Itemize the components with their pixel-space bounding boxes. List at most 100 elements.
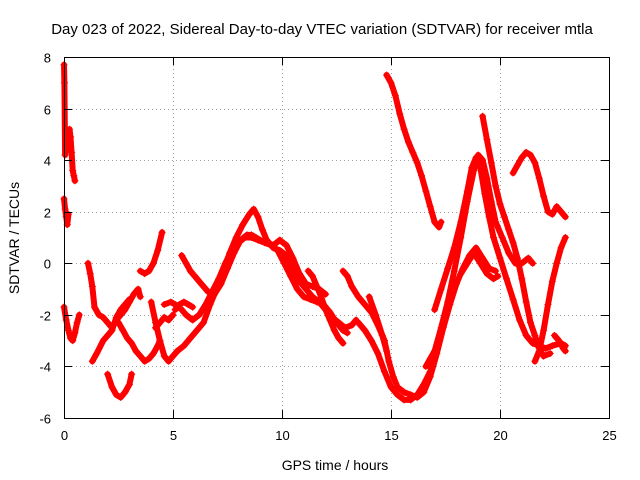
data-point: [186, 334, 194, 342]
series-arc-u: [457, 249, 502, 283]
series-arc-y: [551, 331, 569, 355]
data-point: [372, 311, 380, 319]
series-arc-p: [354, 319, 439, 404]
x-tick-label: 15: [384, 428, 398, 443]
data-point: [548, 342, 556, 350]
data-point: [71, 329, 79, 337]
data-point: [62, 316, 70, 324]
data-point: [287, 272, 295, 280]
data-point: [68, 148, 76, 156]
data-point: [524, 254, 532, 262]
chart-title: Day 023 of 2022, Sidereal Day-to-day VTE…: [51, 21, 593, 38]
series-arc-b: [60, 195, 72, 229]
data-point: [348, 321, 356, 329]
data-point: [252, 234, 260, 241]
data-point: [125, 295, 133, 303]
data-point: [263, 239, 271, 247]
data-point: [476, 259, 484, 267]
series-line: [531, 234, 569, 365]
data-point: [361, 301, 369, 309]
data-point: [191, 272, 199, 280]
data-point: [463, 259, 471, 267]
data-point: [178, 306, 186, 314]
data-point: [492, 267, 500, 275]
data-point: [306, 295, 314, 303]
data-point: [62, 143, 70, 151]
data-point: [224, 264, 231, 272]
data-point: [152, 324, 160, 332]
data-point: [61, 151, 69, 159]
data-point: [276, 236, 284, 244]
data-point: [498, 234, 506, 241]
data-point: [463, 187, 471, 195]
data-point: [210, 290, 218, 298]
data-point: [145, 267, 153, 275]
data-point: [156, 337, 164, 345]
data-point: [518, 154, 526, 162]
y-tick-label: 2: [44, 206, 51, 221]
data-point: [548, 210, 556, 218]
series-line: [137, 229, 166, 277]
data-point: [551, 331, 558, 339]
series-line: [161, 234, 351, 336]
data-point: [531, 357, 539, 365]
data-point: [313, 282, 321, 290]
data-point: [561, 347, 569, 355]
data-point: [548, 277, 556, 285]
data-point: [435, 223, 443, 231]
data-point: [73, 319, 81, 327]
data-point: [468, 164, 476, 172]
data-point: [125, 380, 133, 388]
data-point: [65, 125, 73, 133]
data-point: [339, 267, 347, 275]
data-point: [546, 350, 554, 358]
data-point: [189, 316, 197, 324]
y-tick-label: 8: [44, 51, 51, 66]
series-arc-o: [339, 244, 500, 401]
data-point: [309, 272, 317, 280]
data-point: [494, 272, 502, 280]
x-tick-label: 25: [602, 428, 616, 443]
data-point: [400, 396, 408, 404]
data-point: [247, 231, 255, 239]
data-point: [394, 383, 402, 391]
data-point: [141, 270, 149, 278]
data-point: [302, 280, 310, 288]
data-point: [123, 334, 131, 342]
data-point: [561, 234, 569, 241]
data-point: [182, 259, 190, 267]
data-point: [322, 306, 330, 314]
series-arc-x: [531, 234, 569, 365]
data-point: [481, 190, 489, 198]
data-point: [156, 319, 164, 327]
data-point: [496, 254, 504, 262]
data-point: [117, 393, 125, 401]
data-point: [91, 303, 99, 311]
data-point: [121, 388, 129, 396]
data-point: [239, 221, 247, 229]
y-tick-label: 4: [44, 154, 51, 169]
data-point: [295, 270, 303, 278]
data-point: [104, 331, 112, 339]
data-point: [108, 383, 116, 391]
data-point: [522, 298, 530, 306]
data-point: [535, 347, 543, 355]
data-point: [513, 161, 521, 169]
data-point: [86, 270, 94, 278]
data-point: [256, 236, 264, 244]
series-line: [366, 293, 390, 354]
data-point: [136, 267, 144, 275]
data-point: [245, 210, 253, 218]
data-point: [75, 311, 83, 319]
data-point: [178, 252, 186, 260]
data-point: [457, 270, 465, 278]
data-point: [553, 259, 561, 267]
data-point: [544, 301, 552, 309]
data-point: [173, 347, 181, 355]
data-point: [121, 301, 129, 309]
series-arc-r: [383, 71, 445, 231]
data-point: [380, 368, 388, 376]
data-point: [479, 112, 487, 120]
series-line: [479, 113, 554, 360]
